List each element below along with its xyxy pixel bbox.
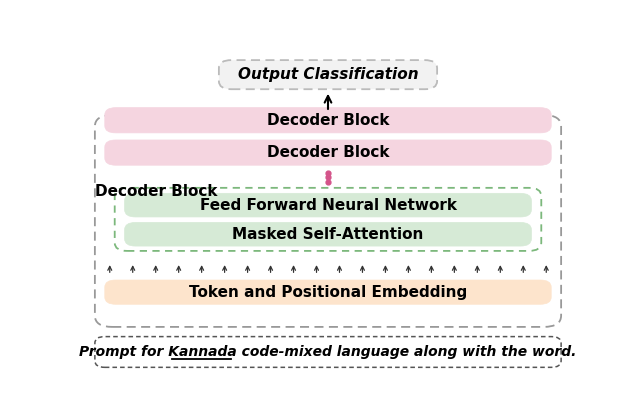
- FancyBboxPatch shape: [95, 336, 561, 368]
- FancyBboxPatch shape: [105, 108, 551, 133]
- Text: Token and Positional Embedding: Token and Positional Embedding: [189, 285, 467, 299]
- FancyBboxPatch shape: [115, 188, 541, 251]
- FancyBboxPatch shape: [125, 193, 531, 217]
- FancyBboxPatch shape: [105, 140, 551, 165]
- Text: Feed Forward Neural Network: Feed Forward Neural Network: [200, 198, 456, 213]
- Text: Decoder Block: Decoder Block: [267, 113, 389, 128]
- FancyBboxPatch shape: [105, 280, 551, 304]
- Text: Decoder Block: Decoder Block: [267, 145, 389, 160]
- Text: Decoder Block: Decoder Block: [95, 184, 218, 199]
- FancyBboxPatch shape: [219, 60, 437, 89]
- Text: Prompt for Kannada code-mixed language along with the word.: Prompt for Kannada code-mixed language a…: [79, 345, 577, 359]
- Text: Masked Self-Attention: Masked Self-Attention: [232, 227, 424, 242]
- FancyBboxPatch shape: [95, 115, 561, 327]
- FancyBboxPatch shape: [125, 223, 531, 246]
- Text: Output Classification: Output Classification: [237, 67, 419, 82]
